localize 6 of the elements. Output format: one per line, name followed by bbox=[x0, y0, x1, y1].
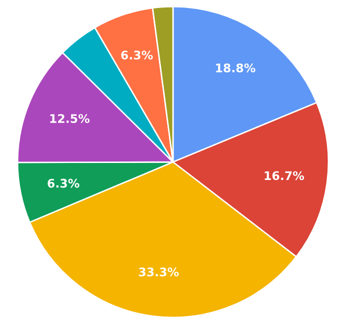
data-label: 33.3% bbox=[138, 267, 179, 276]
data-label: 6.3% bbox=[48, 178, 80, 188]
data-label: 16.7% bbox=[264, 171, 304, 180]
data-label: 6.3% bbox=[121, 50, 153, 60]
data-label: 18.8% bbox=[216, 63, 256, 72]
data-label: 12.5% bbox=[50, 114, 90, 123]
